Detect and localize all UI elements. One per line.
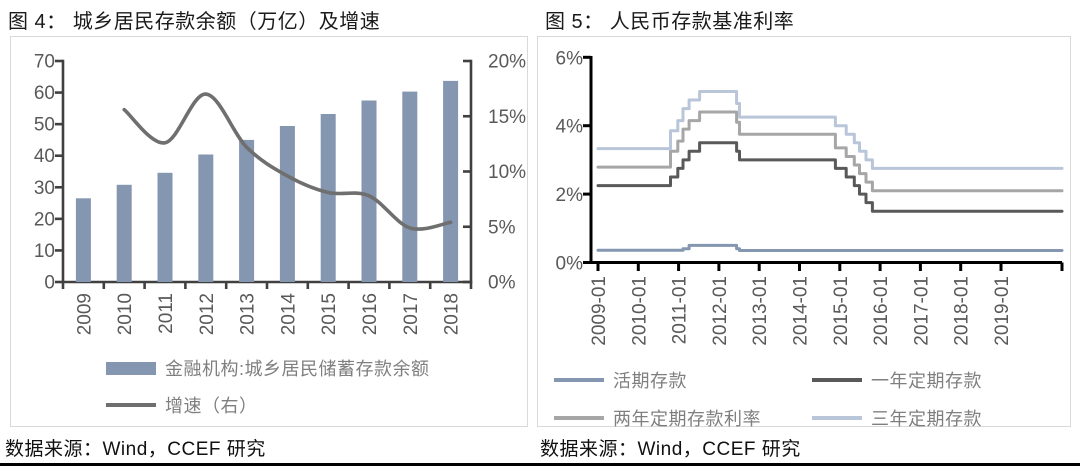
svg-text:15%: 15% (488, 107, 526, 128)
legend-label-1y-deposit: 一年定期存款 (871, 371, 982, 391)
figure4-chart-box: 0 10 20 30 40 50 60 70 0% 5% 10% 15% 20% 2009 2010 2011… (10, 36, 528, 427)
svg-text:2014: 2014 (278, 293, 299, 336)
figure5-source: 数据来源：Wind，CCEF 研究 (540, 439, 801, 460)
fig5-series-1 (596, 141, 1064, 213)
svg-text:0%: 0% (556, 254, 584, 275)
svg-text:30: 30 (34, 178, 55, 199)
fig5-series-3 (596, 90, 1064, 170)
legend-label-growth-rate: 增速（右） (165, 396, 258, 416)
figure4-chart: 0 10 20 30 40 50 60 70 0% 5% 10% 15% 20% 2009 2010 2011… (34, 52, 526, 336)
svg-text:2%: 2% (556, 185, 584, 206)
fig5-axes (583, 55, 1064, 271)
svg-text:20%: 20% (488, 52, 526, 73)
svg-text:2011: 2011 (156, 293, 177, 334)
svg-text:60: 60 (34, 83, 55, 104)
line-swatch-icon (812, 378, 862, 382)
svg-text:2012: 2012 (197, 293, 218, 335)
svg-text:2018: 2018 (442, 293, 463, 335)
legend-label-demand-deposit: 活期存款 (613, 371, 687, 391)
svg-text:2016-01: 2016-01 (871, 276, 892, 346)
legend-item-growth-rate: 增速（右） (106, 392, 430, 418)
svg-text:0: 0 (44, 273, 55, 294)
svg-text:2009: 2009 (74, 293, 95, 335)
line-swatch-icon (554, 378, 604, 382)
svg-text:2018-01: 2018-01 (952, 276, 973, 346)
svg-text:4%: 4% (556, 117, 584, 138)
fig4-bars (75, 80, 459, 283)
svg-text:2019-01: 2019-01 (992, 276, 1013, 346)
legend-label-deposit-balance: 金融机构:城乡居民储蓄存款余额 (165, 359, 430, 379)
svg-text:2009-01: 2009-01 (589, 276, 610, 346)
line-swatch-icon (812, 416, 862, 420)
figure5-title: 图 5： 人民币存款基准利率 (545, 11, 795, 33)
svg-text:2015: 2015 (319, 293, 340, 335)
svg-text:10: 10 (34, 241, 55, 262)
svg-text:2012-01: 2012-01 (710, 276, 731, 346)
svg-text:2014-01: 2014-01 (791, 276, 812, 346)
figure5-legend: 活期存款 一年定期存款 两年定期存款利率 三年定期存款 (554, 367, 982, 431)
svg-text:10%: 10% (488, 162, 526, 183)
svg-text:2013-01: 2013-01 (750, 276, 771, 346)
svg-text:0%: 0% (488, 273, 516, 294)
legend-item-demand-deposit: 活期存款 (554, 367, 812, 393)
svg-text:40: 40 (34, 146, 55, 167)
figure5-chart: 0% 2% 4% 6% 2009-01 2010-01 2011-01 2012-01 2013… (556, 48, 1064, 346)
legend-item-1y-deposit: 一年定期存款 (812, 367, 982, 393)
bottom-border (0, 463, 1080, 466)
figure4-source: 数据来源：Wind，CCEF 研究 (5, 439, 266, 460)
fig4-tick-labels: 0 10 20 30 40 50 60 70 0% 5% 10% 15% 20% 2009 2010 2011… (34, 52, 526, 336)
svg-text:2017: 2017 (401, 293, 422, 335)
figure4-legend: 金融机构:城乡居民储蓄存款余额 增速（右） (106, 355, 430, 418)
legend-label-3y-deposit: 三年定期存款 (871, 409, 982, 429)
svg-text:20: 20 (34, 209, 55, 230)
fig5-series-0 (596, 243, 1064, 252)
svg-text:6%: 6% (556, 48, 584, 69)
legend-label-2y-deposit: 两年定期存款利率 (613, 409, 761, 429)
fig5-series-2 (596, 110, 1064, 193)
bar-swatch-icon (106, 361, 156, 375)
legend-item-deposit-balance: 金融机构:城乡居民储蓄存款余额 (106, 355, 430, 381)
fig5-tick-labels: 0% 2% 4% 6% 2009-01 2010-01 2011-01 2012-01 2013… (556, 48, 1013, 345)
svg-text:50: 50 (34, 115, 55, 136)
svg-text:2015-01: 2015-01 (831, 276, 852, 346)
svg-text:2016: 2016 (360, 293, 381, 335)
figure5-chart-box: 0% 2% 4% 6% 2009-01 2010-01 2011-01 2012-01 2013… (537, 36, 1071, 429)
svg-text:2013: 2013 (238, 293, 259, 335)
svg-text:2010-01: 2010-01 (629, 276, 650, 346)
line-swatch-icon (106, 403, 156, 407)
figure4-title: 图 4： 城乡居民存款余额（万亿）及增速 (8, 11, 381, 33)
svg-text:5%: 5% (488, 217, 516, 238)
legend-item-2y-deposit: 两年定期存款利率 (554, 405, 812, 431)
svg-text:70: 70 (34, 52, 55, 73)
legend-item-3y-deposit: 三年定期存款 (812, 405, 982, 431)
svg-text:2017-01: 2017-01 (911, 276, 932, 346)
svg-text:2011-01: 2011-01 (670, 276, 691, 344)
fig4-growth-line (122, 92, 453, 231)
line-swatch-icon (554, 416, 604, 420)
svg-text:2010: 2010 (115, 293, 136, 335)
